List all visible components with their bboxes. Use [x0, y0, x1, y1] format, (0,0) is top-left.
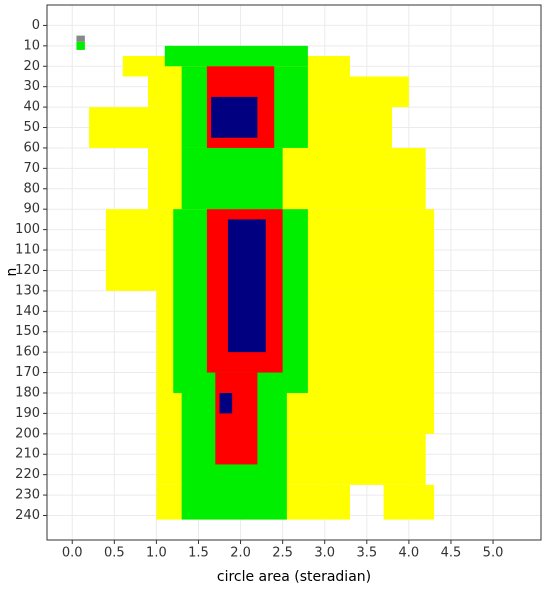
y-axis-title: n: [4, 268, 20, 277]
y-tick-label: 90: [23, 202, 40, 217]
heat-cell: [219, 392, 233, 414]
x-tick-label: 1.0: [146, 546, 167, 561]
x-tick-label: 5.0: [483, 546, 504, 561]
y-tick-label: 110: [15, 243, 40, 258]
y-tick-label: 140: [15, 304, 40, 319]
y-tick-label: 30: [23, 79, 40, 94]
x-tick-label: 3.5: [356, 546, 377, 561]
y-tick-label: 80: [23, 181, 40, 196]
y-tick-label: 40: [23, 100, 40, 115]
y-tick-label: 170: [15, 365, 40, 380]
heat-cell: [215, 372, 258, 465]
y-tick-label: 60: [23, 140, 40, 155]
heat-cell: [227, 219, 266, 353]
y-tick-label: 180: [15, 385, 40, 400]
y-tick-label: 50: [23, 120, 40, 135]
y-tick-label: 120: [15, 263, 40, 278]
x-tick-label: 0.0: [62, 546, 83, 561]
x-tick-label: 0.5: [104, 546, 125, 561]
y-tick-label: 240: [15, 508, 40, 523]
x-tick-label: 4.0: [399, 546, 420, 561]
x-tick-label: 3.0: [314, 546, 335, 561]
y-tick-label: 100: [15, 222, 40, 237]
x-axis-title: circle area (steradian): [217, 569, 371, 585]
heat-cell: [164, 45, 308, 67]
y-tick-label: 150: [15, 324, 40, 339]
y-tick-label: 70: [23, 161, 40, 176]
y-tick-label: 200: [15, 426, 40, 441]
y-tick-label: 160: [15, 345, 40, 360]
plot-border: [46, 4, 542, 541]
y-tick-label: 130: [15, 283, 40, 298]
heat-cell: [211, 96, 258, 138]
y-tick-label: 220: [15, 467, 40, 482]
heat-cell: [181, 147, 283, 210]
heat-cell: [76, 41, 85, 50]
y-tick-label: 20: [23, 59, 40, 74]
y-tick-label: 10: [23, 38, 40, 53]
y-tick-label: 190: [15, 406, 40, 421]
x-tick-label: 1.5: [188, 546, 209, 561]
y-tick-label: 0: [32, 18, 40, 33]
heat-cell: [383, 484, 435, 520]
y-tick-label: 210: [15, 447, 40, 462]
x-tick-label: 2.0: [230, 546, 251, 561]
x-tick-label: 2.5: [272, 546, 293, 561]
heat-cell: [76, 35, 85, 42]
y-tick-label: 230: [15, 488, 40, 503]
x-tick-label: 4.5: [441, 546, 462, 561]
